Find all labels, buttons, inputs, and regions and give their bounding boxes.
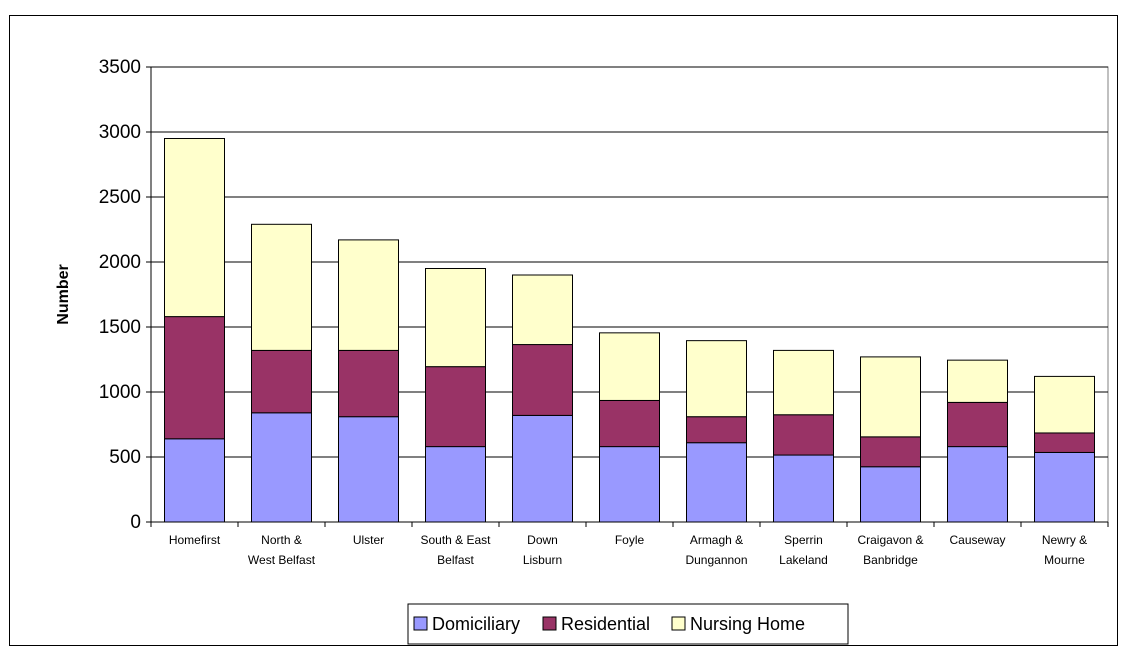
bar-residential <box>338 349 399 418</box>
x-tick-label: Mourne <box>1044 553 1085 567</box>
legend-label: Residential <box>561 614 650 634</box>
y-tick-label: 2000 <box>99 252 141 273</box>
stacked-bar-chart: 0 500 1000 1500 2000 2500 3000 3500 Homefirst Nor… <box>55 57 1109 645</box>
x-tick-label: Sperrin <box>784 533 823 547</box>
bar-domiciliary <box>251 412 312 523</box>
bar-nursing-home <box>251 223 312 351</box>
bar-nursing-home <box>512 274 573 346</box>
y-tick-label: 3000 <box>99 122 141 143</box>
bar-domiciliary <box>338 416 399 523</box>
legend-label: Nursing Home <box>690 614 805 634</box>
y-tick-label: 1500 <box>99 317 141 338</box>
legend-label: Domiciliary <box>432 614 520 634</box>
x-tick-label: Lisburn <box>523 553 562 567</box>
bar-nursing-home <box>338 239 399 351</box>
bar-nursing-home <box>425 268 486 368</box>
bar-residential <box>1034 432 1095 453</box>
bar-domiciliary <box>599 446 660 523</box>
bar-residential <box>164 316 225 440</box>
bar-residential <box>251 349 312 414</box>
bar-domiciliary <box>1034 451 1095 523</box>
bar-domiciliary <box>164 438 225 523</box>
x-tick-label: Dungannon <box>685 553 747 567</box>
legend <box>407 603 849 645</box>
bar-domiciliary <box>947 446 1008 523</box>
x-tick-label: Newry & <box>1042 533 1087 547</box>
y-tick-label: 1000 <box>99 382 141 403</box>
bar-domiciliary <box>773 454 834 523</box>
bar-residential <box>599 399 660 448</box>
bar-residential <box>425 366 486 448</box>
x-tick-label: Foyle <box>615 533 645 547</box>
bar-nursing-home <box>164 138 225 318</box>
x-tick-label: North & <box>261 533 302 547</box>
x-tick-label: Homefirst <box>169 533 221 547</box>
x-tick-label: South & East <box>420 533 491 547</box>
bar-domiciliary <box>425 446 486 523</box>
y-tick-label: 3500 <box>99 57 141 78</box>
x-tick-label: Lakeland <box>779 553 828 567</box>
bar-nursing-home <box>599 332 660 401</box>
x-tick-label: Belfast <box>437 553 474 567</box>
x-tick-label: Armagh & <box>690 533 743 547</box>
legend-swatch <box>671 616 686 631</box>
bar-residential <box>686 416 747 444</box>
x-tick-label: Ulster <box>353 533 384 547</box>
legend-swatch <box>413 616 428 631</box>
bar-nursing-home <box>1034 375 1095 434</box>
x-tick-label: Causeway <box>949 533 1005 547</box>
bar-domiciliary <box>686 442 747 523</box>
bar-domiciliary <box>860 466 921 523</box>
y-tick-label: 2500 <box>99 187 141 208</box>
bar-residential <box>512 344 573 416</box>
x-tick-label: West Belfast <box>248 553 316 567</box>
y-axis-label: Number <box>55 264 72 324</box>
bar-nursing-home <box>947 359 1008 403</box>
x-tick-label: Banbridge <box>863 553 918 567</box>
chart-frame: 0 500 1000 1500 2000 2500 3000 3500 Homefirst Nor… <box>9 15 1118 646</box>
bar-residential <box>860 436 921 468</box>
x-tick-label: Down <box>527 533 558 547</box>
bar-nursing-home <box>773 349 834 416</box>
bar-domiciliary <box>512 414 573 523</box>
bar-nursing-home <box>860 356 921 438</box>
legend-swatch <box>542 616 557 631</box>
bar-nursing-home <box>686 340 747 418</box>
bar-residential <box>947 401 1008 448</box>
x-tick-label: Craigavon & <box>857 533 923 547</box>
bar-residential <box>773 414 834 456</box>
y-tick-label: 500 <box>109 447 141 468</box>
y-tick-label: 0 <box>130 512 141 533</box>
